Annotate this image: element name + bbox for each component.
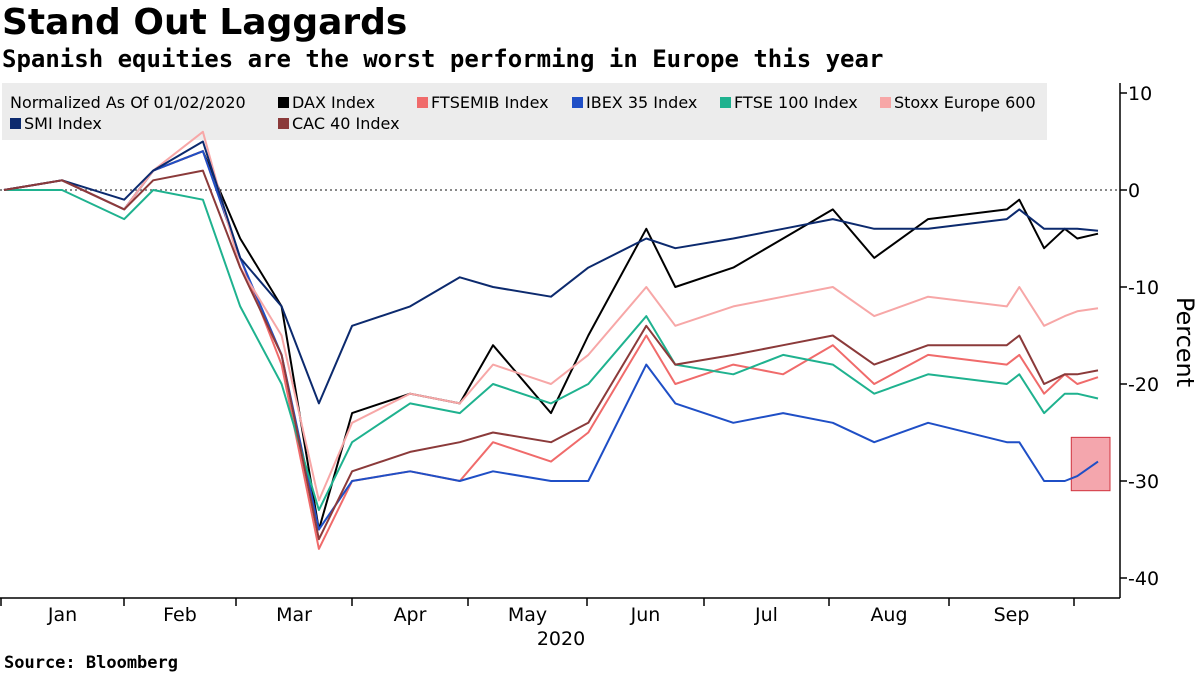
x-tick-label: Sep — [994, 604, 1030, 626]
y-axis-label: Percent — [1171, 297, 1199, 387]
chart-title: Stand Out Laggards — [2, 2, 408, 43]
x-tick-label: Aug — [870, 604, 907, 626]
highlight-box — [1070, 436, 1111, 492]
x-axis-year-label: 2020 — [537, 628, 585, 650]
legend-title: Normalized As Of 01/02/2020 — [10, 93, 246, 112]
x-tick-label: Apr — [394, 604, 427, 626]
legend-swatch-ftsemib-index — [417, 97, 428, 108]
legend-label-smi-index: SMI Index — [24, 114, 102, 133]
source-note: Source: Bloomberg — [4, 653, 178, 673]
legend-swatch-dax-index — [278, 97, 289, 108]
y-tick-label: 10 — [1128, 83, 1152, 105]
legend-label-cac-40-index: CAC 40 Index — [292, 114, 400, 133]
legend-swatch-smi-index — [10, 118, 21, 129]
highlight-box-layer — [1070, 436, 1111, 492]
legend-label-ibex-35-index: IBEX 35 Index — [586, 93, 697, 112]
y-tick-label: 0 — [1128, 180, 1140, 202]
legend-label-stoxx-europe-600: Stoxx Europe 600 — [894, 93, 1036, 112]
x-tick-label: Feb — [163, 604, 197, 626]
y-tick-label: -40 — [1128, 568, 1159, 590]
series-line-ibex-35-index — [3, 150, 1099, 531]
legend-label-ftsemib-index: FTSEMIB Index — [431, 93, 549, 112]
y-tick-label: -10 — [1128, 277, 1159, 299]
y-tick-label: -30 — [1128, 471, 1159, 493]
legend-background — [2, 83, 1047, 140]
x-tick-label: Mar — [276, 604, 312, 626]
x-tick-label: Jan — [47, 604, 77, 626]
x-tick-label: May — [508, 604, 547, 626]
legend-swatch-cac-40-index — [278, 118, 289, 129]
legend-swatch-stoxx-europe-600 — [880, 97, 891, 108]
series-line-cac-40-index — [3, 169, 1099, 541]
series-line-ftsemib-index — [3, 150, 1099, 550]
chart-subtitle: Spanish equities are the worst performin… — [2, 45, 884, 73]
legend-label-dax-index: DAX Index — [292, 93, 375, 112]
series-line-dax-index — [3, 150, 1099, 531]
series-lines — [3, 130, 1099, 550]
legend-label-ftse-100-index: FTSE 100 Index — [734, 93, 858, 112]
series-line-smi-index — [3, 140, 1099, 405]
legend: DAX Index FTSEMIB Index IBEX 35 Index FTSE … — [10, 93, 1036, 133]
x-tick-label: Jul — [754, 604, 778, 626]
axes: 10 0 -10 -20 -30 -40 Jan Feb Mar Apr May Jun Jul Aug S… — [0, 83, 1159, 626]
legend-swatch-ftse-100-index — [720, 97, 731, 108]
legend-swatch-ibex-35-index — [572, 97, 583, 108]
x-tick-label: Jun — [630, 604, 661, 626]
y-tick-label: -20 — [1128, 374, 1159, 396]
series-line-ftse-100-index — [4, 189, 1099, 512]
series-line-stoxx-europe-600 — [3, 130, 1099, 502]
